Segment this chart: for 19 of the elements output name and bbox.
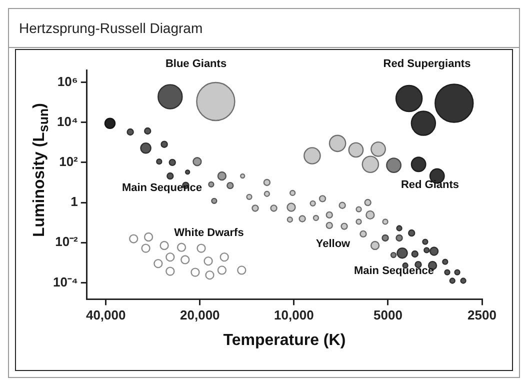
y-tick-label: 10⁻⁴ (53, 274, 78, 290)
y-tick-label: 10⁴ (57, 114, 78, 129)
annotation: White Dwarfs (174, 227, 244, 240)
x-tick-label: 5000 (374, 308, 402, 323)
annotation: Yellow (316, 238, 351, 250)
x-tick-label: 20,000 (180, 308, 220, 323)
y-tick-label: 10⁻² (55, 234, 79, 250)
chart-title: Hertzsprung-Russell Diagram (9, 9, 519, 48)
x-tick-label: 40,000 (86, 308, 126, 323)
x-axis-title: Temperature (K) (223, 332, 346, 349)
x-tick-label: 10,000 (274, 308, 314, 323)
text: Blue Giants (165, 58, 227, 70)
y-tick-label: 1 (70, 194, 78, 210)
annotation: Main Sequence (122, 182, 202, 194)
text: Red Supergiants (383, 58, 471, 70)
y-tick-label: 10⁶ (57, 74, 78, 89)
y-tick-label: 10² (59, 154, 79, 170)
annotation: Main Sequence (354, 265, 434, 278)
x-tick-label: 2500 (468, 308, 496, 323)
